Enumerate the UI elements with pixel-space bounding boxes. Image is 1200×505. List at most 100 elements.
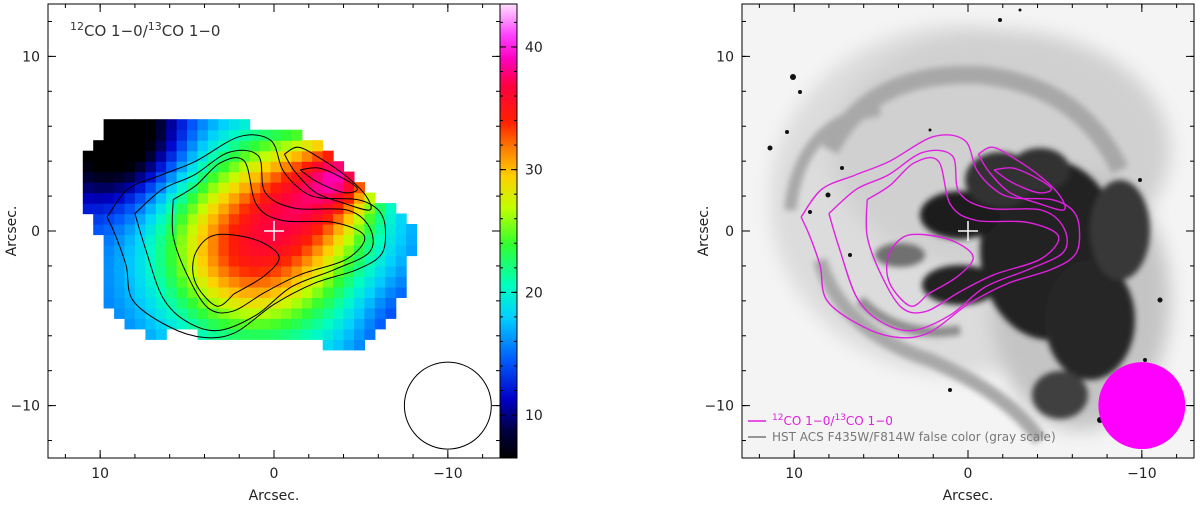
heatmap-cell (176, 255, 188, 267)
heatmap-cell (239, 192, 251, 204)
heatmap-cell (239, 307, 251, 319)
heatmap-cell (145, 255, 157, 267)
heatmap-cell (218, 129, 230, 141)
heatmap-cell (364, 276, 376, 288)
heatmap-cell (103, 297, 115, 309)
heatmap-cell (103, 150, 115, 162)
heatmap-cell (312, 224, 324, 236)
heatmap-cell (270, 234, 282, 246)
heatmap-cell (103, 161, 115, 173)
heatmap-cell (322, 171, 334, 183)
heatmap-cell (134, 245, 146, 257)
heatmap-cell (166, 140, 178, 152)
heatmap-cell (249, 255, 261, 267)
heatmap-cell (239, 182, 251, 194)
heatmap-cell (228, 171, 240, 183)
hst-image-panel: 10 0 −10 10 0 −10 12CO 1−0/13CO 1−0 HST ACS F… (696, 3, 1195, 504)
heatmap-cell (333, 318, 345, 330)
heatmap-cell (260, 203, 272, 215)
heatmap-cell (281, 171, 292, 183)
heatmap-cell (322, 328, 334, 340)
heatmap-cell (155, 328, 167, 340)
x-tick-label: 10 (91, 466, 109, 482)
heatmap-cell (134, 140, 146, 152)
heatmap-cell (145, 307, 157, 319)
heatmap-cell (228, 203, 240, 215)
heatmap-cell (301, 192, 313, 204)
heatmap-cell (166, 150, 178, 162)
heatmap-cell (281, 224, 292, 236)
heatmap-cell (249, 286, 261, 298)
heatmap-cell (281, 276, 292, 288)
heatmap-cell (145, 213, 157, 225)
heatmap-cell (124, 119, 136, 131)
heatmap-cell (176, 203, 188, 215)
heatmap-cell (218, 265, 230, 277)
heatmap-cell (291, 318, 303, 330)
heatmap-cell (249, 318, 261, 330)
heatmap-cell (103, 276, 115, 288)
heatmap-cell (114, 224, 126, 236)
heatmap-cell (197, 328, 209, 340)
heatmap-cell (93, 224, 105, 236)
contour-line (283, 146, 372, 211)
heatmap-cell (124, 307, 136, 319)
heatmap-cell (364, 245, 376, 257)
heatmap-cell (124, 286, 136, 298)
heatmap-cell (270, 140, 282, 152)
contour-line-magenta (865, 156, 1060, 314)
center-cross-marker-overlay (958, 221, 978, 241)
heatmap-cell (354, 192, 365, 204)
heatmap-cell (343, 224, 355, 236)
heatmap-cell (385, 213, 397, 225)
heatmap-cell (395, 255, 407, 267)
heatmap-cell (176, 119, 188, 131)
heatmap-cell (354, 276, 365, 288)
heatmap-cell (343, 328, 355, 340)
heatmap-cell (187, 245, 199, 257)
heatmap-cell (93, 150, 105, 162)
heatmap-cell (364, 203, 376, 215)
heatmap-cell (301, 213, 313, 225)
heatmap-cell (197, 140, 209, 152)
heatmap-cell (166, 161, 178, 173)
heatmap-cell (82, 192, 94, 204)
heatmap-cell (364, 255, 376, 267)
heatmap-cell (301, 265, 313, 277)
heatmap-cell (260, 245, 272, 257)
heatmap-cell (103, 140, 115, 152)
heatmap-cell (249, 140, 261, 152)
heatmap-cell (385, 297, 397, 309)
heatmap-cell (333, 297, 345, 309)
heatmap-cell (134, 182, 146, 194)
heatmap-cell (155, 140, 167, 152)
heatmap-cell (166, 129, 178, 141)
heatmap-cell (176, 213, 188, 225)
heatmap-cell (322, 286, 334, 298)
heatmap-cell (343, 339, 355, 351)
heatmap-cell (228, 182, 240, 194)
heatmap-cell (354, 213, 365, 225)
heatmap-cell (103, 286, 115, 298)
heatmap-cell (124, 265, 136, 277)
heatmap-cell (155, 203, 167, 215)
heatmap-cell (249, 328, 261, 340)
heatmap-cell (176, 129, 188, 141)
heatmap-cell (207, 224, 219, 236)
heatmap-cell (270, 328, 282, 340)
heatmap-cell (155, 307, 167, 319)
heatmap-cell (197, 213, 209, 225)
heatmap-cell (228, 276, 240, 288)
heatmap-cell (218, 171, 230, 183)
heatmap-cell (374, 234, 386, 246)
heatmap-cell (385, 234, 397, 246)
heatmap-cell (207, 307, 219, 319)
heatmap-cell (187, 276, 199, 288)
heatmap-cell (155, 286, 167, 298)
heatmap-cell (249, 129, 261, 141)
heatmap-cell (260, 234, 272, 246)
heatmap-cell (114, 255, 126, 267)
heatmap-cell (333, 182, 345, 194)
heatmap-cell (155, 234, 167, 246)
heatmap-cell (291, 140, 303, 152)
